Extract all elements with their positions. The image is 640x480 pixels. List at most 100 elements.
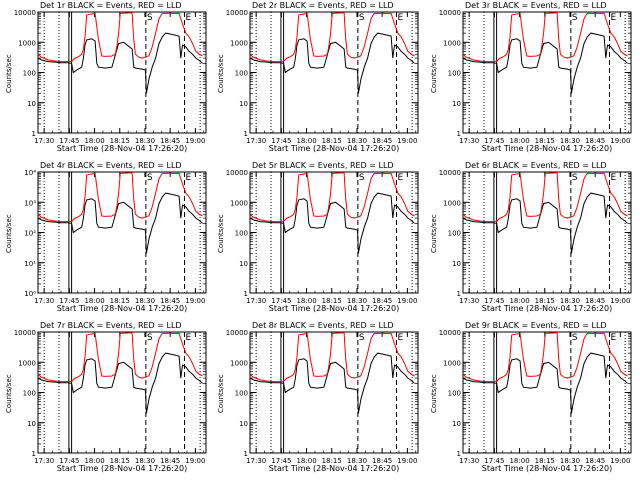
y-tick-label: 10000 [226, 9, 248, 17]
y-tick-label: 100 [448, 70, 461, 78]
y-tick-label: 10000 [439, 329, 461, 337]
y-axis-label: Counts/sec [217, 373, 225, 413]
marker-letter: E [185, 173, 191, 183]
plot-frame [462, 331, 632, 454]
plot-frame [249, 331, 419, 454]
y-tick-label: 10⁴ [24, 169, 36, 177]
y-tick-label: 10000 [439, 169, 461, 177]
y-tick-label: 10 [452, 260, 461, 268]
marker-letter: E [610, 333, 616, 343]
y-tick-label: 1000 [18, 359, 36, 367]
y-axis-label: Counts/sec [5, 213, 13, 253]
y-tick-label: 10 [27, 420, 36, 428]
marker-letter: S [572, 333, 578, 343]
marker-letter: E [610, 13, 616, 23]
y-tick-label: 1 [32, 130, 36, 138]
plot-frame [462, 171, 632, 294]
series-line-lld [38, 172, 203, 223]
marker-letter: E [185, 13, 191, 23]
panel-title: Det 6r BLACK = Events, RED = LLD [465, 161, 607, 170]
series-line-events [38, 32, 203, 94]
series-line-lld [250, 172, 415, 223]
plot-frame [249, 171, 419, 294]
y-tick-label: 100 [448, 390, 461, 398]
panel-title: Det 4r BLACK = Events, RED = LLD [40, 161, 182, 170]
x-axis-label: Start Time (28-Nov-04 17:26:20) [481, 464, 613, 473]
y-tick-label: 10³ [24, 199, 36, 207]
panel-title: Det 8r BLACK = Events, RED = LLD [252, 321, 394, 330]
series-line-events [463, 192, 628, 254]
y-tick-label: 1000 [230, 39, 248, 47]
panel-title: Det 3r BLACK = Events, RED = LLD [465, 1, 607, 10]
series-line-lld [463, 12, 628, 63]
series-line-lld [463, 332, 628, 383]
x-axis-label: Start Time (28-Nov-04 17:26:20) [268, 144, 400, 153]
y-tick-label: 10 [27, 100, 36, 108]
marker-letter: E [185, 333, 191, 343]
y-tick-label: 1000 [443, 359, 461, 367]
marker-letter: E [397, 333, 403, 343]
x-axis-label: Start Time (28-Nov-04 17:26:20) [268, 304, 400, 313]
panel-title: Det 9r BLACK = Events, RED = LLD [465, 321, 607, 330]
y-tick-label: 1000 [230, 199, 248, 207]
panel-title: Det 1r BLACK = Events, RED = LLD [40, 1, 182, 10]
y-tick-label: 10 [239, 420, 248, 428]
marker-letter: S [359, 13, 365, 23]
marker-letter: E [397, 173, 403, 183]
x-axis-label: Start Time (28-Nov-04 17:26:20) [481, 144, 613, 153]
x-axis-label: Start Time (28-Nov-04 17:26:20) [268, 464, 400, 473]
marker-letter: S [147, 333, 153, 343]
series-line-lld [250, 332, 415, 383]
series-line-events [250, 192, 415, 254]
y-axis-label: Counts/sec [217, 213, 225, 253]
series-line-lld [250, 12, 415, 63]
y-tick-label: 10 [239, 260, 248, 268]
plot-frame [462, 11, 632, 134]
marker-letter: E [397, 13, 403, 23]
y-tick-label: 10000 [14, 329, 36, 337]
series-line-events [250, 352, 415, 414]
y-tick-label: 100 [23, 70, 36, 78]
x-axis-label: Start Time (28-Nov-04 17:26:20) [56, 144, 188, 153]
y-tick-label: 1 [457, 130, 461, 138]
y-tick-label: 10 [452, 100, 461, 108]
marker-letter: S [359, 333, 365, 343]
marker-letter: S [572, 13, 578, 23]
panel-title: Det 2r BLACK = Events, RED = LLD [252, 1, 394, 10]
series-line-events [250, 32, 415, 94]
series-line-events [38, 192, 203, 254]
panel-title: Det 5r BLACK = Events, RED = LLD [252, 161, 394, 170]
y-axis-label: Counts/sec [217, 53, 225, 93]
y-tick-label: 1 [244, 130, 248, 138]
y-tick-label: 100 [235, 230, 248, 238]
y-axis-label: Counts/sec [5, 373, 13, 413]
panel-title: Det 7r BLACK = Events, RED = LLD [40, 321, 182, 330]
plot-frame [249, 11, 419, 134]
y-tick-label: 1 [244, 290, 248, 298]
plot-frame [37, 171, 207, 294]
y-tick-label: 100 [23, 390, 36, 398]
y-axis-label: Counts/sec [5, 53, 13, 93]
y-tick-label: 1 [457, 450, 461, 458]
series-line-events [463, 352, 628, 414]
y-tick-label: 10 [239, 100, 248, 108]
y-tick-label: 10² [24, 230, 36, 238]
y-tick-label: 1 [32, 450, 36, 458]
y-axis-label: Counts/sec [430, 373, 438, 413]
y-tick-label: 1000 [18, 39, 36, 47]
x-axis-label: Start Time (28-Nov-04 17:26:20) [56, 464, 188, 473]
y-tick-label: 10¹ [24, 260, 36, 268]
y-tick-label: 1000 [443, 199, 461, 207]
y-tick-label: 1000 [443, 39, 461, 47]
y-tick-label: 100 [448, 230, 461, 238]
y-axis-label: Counts/sec [430, 213, 438, 253]
